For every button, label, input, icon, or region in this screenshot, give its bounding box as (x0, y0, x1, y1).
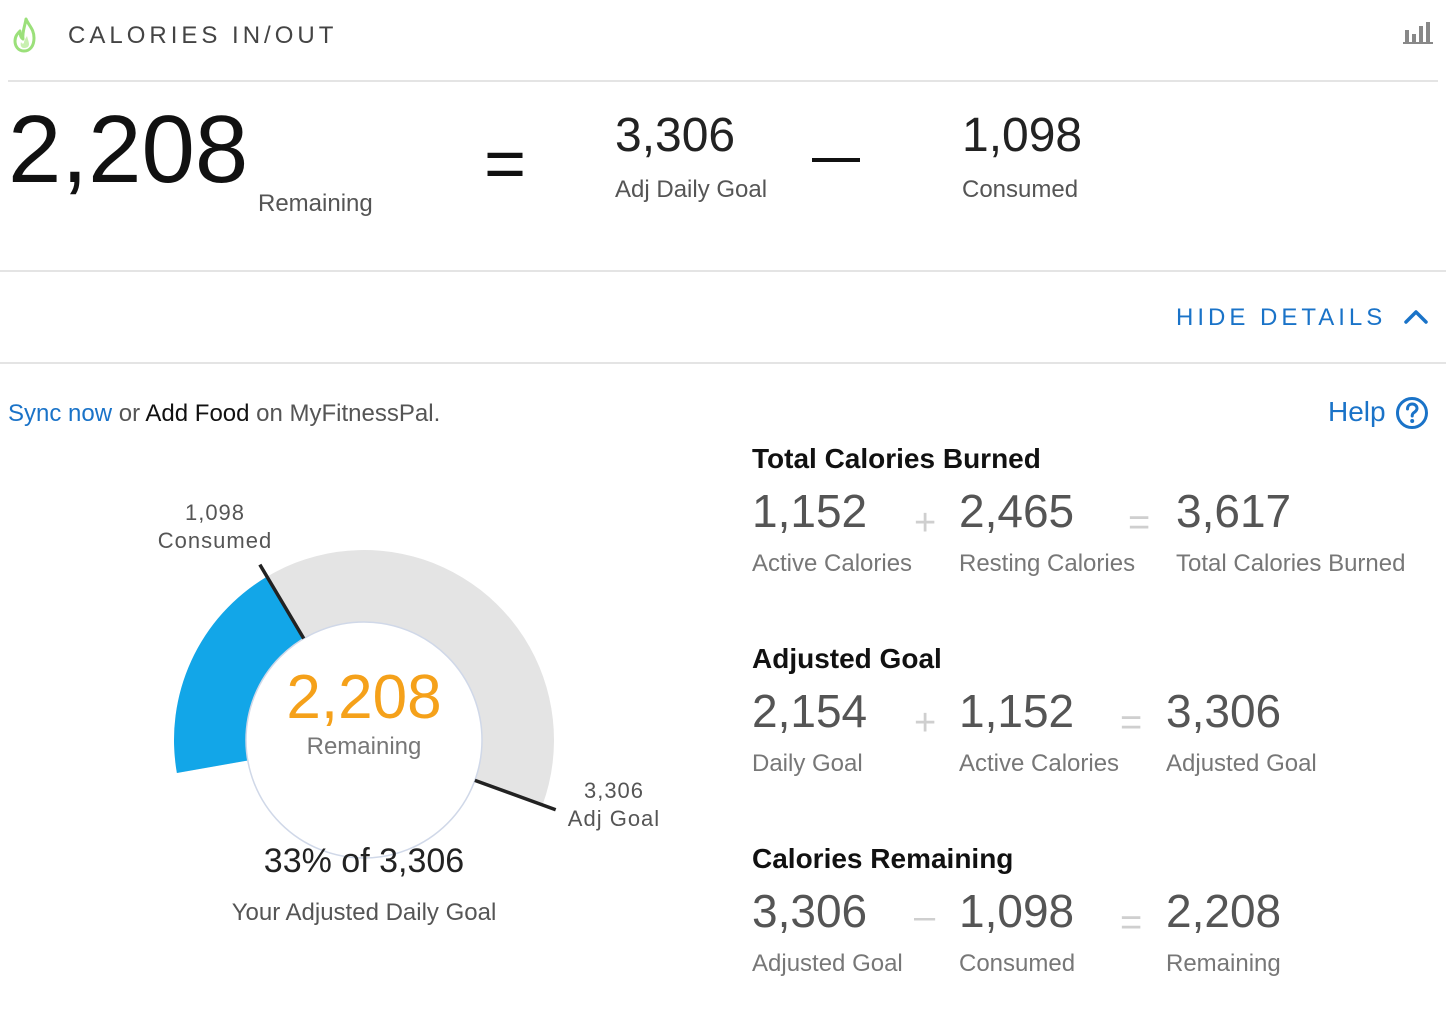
flame-icon (13, 17, 36, 53)
burned-plus-sign: + (914, 502, 937, 544)
gauge-goal-value: 3,306 (584, 778, 644, 803)
remaining-equals-sign: = (1120, 902, 1143, 944)
hide-details-button[interactable]: HIDE DETAILS (1176, 304, 1387, 331)
burned-resting-label: Resting Calories (959, 550, 1136, 577)
summary-consumed-value: 1,098 (962, 109, 1083, 162)
gauge-goal-marker (474, 778, 557, 812)
gauge-consumed-marker (258, 563, 306, 640)
burned-active-label: Active Calories (752, 550, 913, 577)
summary-consumed-label: Consumed (962, 176, 1079, 203)
card-title: CALORIES IN/OUT (68, 22, 338, 49)
burned-resting-value: 2,465 (959, 485, 1075, 537)
gauge-consumed-value: 1,098 (185, 500, 245, 525)
burned-total-label: Total Calories Burned (1176, 550, 1406, 577)
sync-suffix-text: on MyFitnessPal. (249, 400, 441, 427)
summary-minus-sign (812, 158, 860, 162)
gauge-inner-circle (245, 621, 483, 859)
summary-remaining-value: 2,208 (8, 96, 249, 203)
gauge-remaining-value: 2,208 (286, 663, 441, 732)
adjusted-active-value: 1,152 (959, 685, 1075, 737)
burned-equals-sign: = (1128, 502, 1151, 544)
summary-equals-sign: = (484, 124, 527, 204)
adjusted-active-label: Active Calories (959, 750, 1120, 777)
burned-section-title: Total Calories Burned (752, 443, 1041, 474)
adjusted-equals-sign: = (1120, 702, 1143, 744)
help-link[interactable]: Help (1328, 396, 1386, 427)
gauge-caption: Your Adjusted Daily Goal (232, 899, 497, 926)
adjusted-goal-value: 3,306 (1166, 685, 1282, 737)
remaining-consumed-label: Consumed (959, 950, 1076, 977)
bar-chart-icon[interactable] (1403, 22, 1433, 44)
chevron-up-icon[interactable] (1402, 306, 1430, 326)
add-food-link[interactable]: Add Food (145, 400, 250, 427)
adjusted-plus-sign: + (914, 702, 937, 744)
summary-goal-value: 3,306 (615, 109, 736, 162)
gauge-remaining-label: Remaining (307, 733, 422, 760)
details-divider (0, 362, 1446, 364)
sync-now-link[interactable]: Sync now (8, 400, 113, 427)
sync-or-text: or (112, 400, 146, 427)
question-circle-icon[interactable] (1395, 396, 1429, 430)
remaining-remaining-label: Remaining (1166, 950, 1281, 977)
gauge-goal-label: Adj Goal (568, 806, 660, 831)
adjusted-daily-value: 2,154 (752, 685, 868, 737)
sync-row: Sync now or Add Food on MyFitnessPal. (8, 400, 440, 428)
adjusted-daily-label: Daily Goal (752, 750, 863, 777)
adjusted-goal-label: Adjusted Goal (1166, 750, 1317, 777)
calorie-gauge: 1,098 Consumed 2,208 Remaining 3,306 Adj… (158, 500, 660, 926)
adjusted-section-title: Adjusted Goal (752, 643, 942, 674)
remaining-consumed-value: 1,098 (959, 885, 1075, 937)
burned-active-value: 1,152 (752, 485, 868, 537)
summary-goal-label: Adj Daily Goal (615, 176, 768, 203)
summary-remaining-label: Remaining (258, 190, 373, 217)
summary-divider (0, 270, 1446, 272)
gauge-consumed-label: Consumed (158, 528, 272, 553)
remaining-goal-value: 3,306 (752, 885, 868, 937)
burned-total-value: 3,617 (1176, 485, 1292, 537)
remaining-minus-sign: – (914, 896, 936, 938)
remaining-section-title: Calories Remaining (752, 843, 1014, 874)
gauge-consumed-fill (174, 576, 304, 773)
remaining-goal-label: Adjusted Goal (752, 950, 903, 977)
gauge-percent-text: 33% of 3,306 (264, 842, 464, 880)
header-divider (8, 80, 1438, 82)
remaining-remaining-value: 2,208 (1166, 885, 1282, 937)
